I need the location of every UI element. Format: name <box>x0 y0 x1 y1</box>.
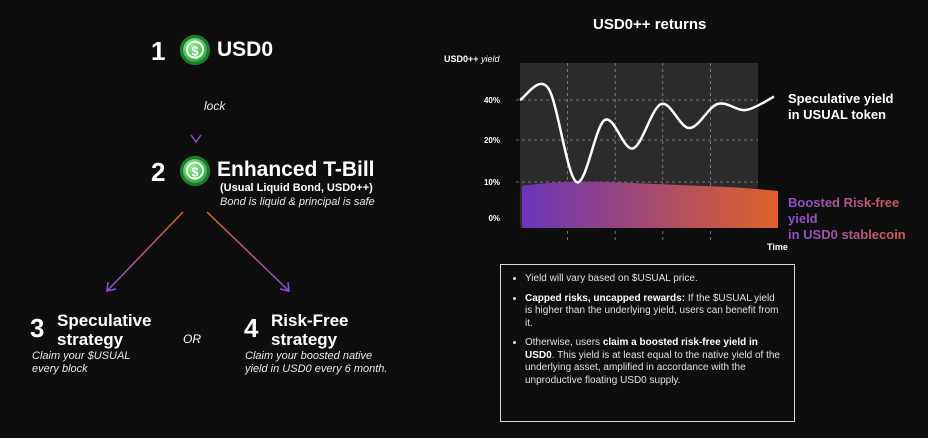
speculative-yield-line <box>519 82 775 184</box>
y-tick-label: 40% <box>484 96 500 105</box>
notes-box: Yield will vary based on $USUAL price. C… <box>500 264 795 422</box>
y-tick-label: 20% <box>484 136 500 145</box>
chart-title: USD0++ returns <box>593 16 707 33</box>
step1-number: 1 <box>151 36 166 66</box>
step2-number: 2 <box>151 157 166 187</box>
x-axis-label: Time <box>767 242 788 252</box>
lock-label: lock <box>204 99 226 113</box>
step3-desc: Claim your $USUAL every block <box>32 350 131 375</box>
risk-free-yield-area <box>522 181 778 228</box>
usd0-coin-icon: $ <box>180 35 210 65</box>
usd0pp-coin-icon: $ <box>180 156 210 186</box>
note-item-2: Capped risks, uncapped rewards: If the $… <box>525 293 782 331</box>
arrow-to-risk-free <box>206 211 290 292</box>
step3-title: Speculative strategy <box>57 311 152 349</box>
lock-arrow <box>190 80 202 144</box>
step4-number: 4 <box>244 313 259 343</box>
step2-title: Enhanced T-Bill <box>217 158 375 181</box>
speculative-series-label: Speculative yield in USUAL token <box>788 91 894 122</box>
y-axis-label: USD0++ yield <box>444 54 500 64</box>
arrow-to-speculative <box>106 211 184 292</box>
or-label: OR <box>183 332 201 346</box>
grid <box>516 63 758 240</box>
returns-chart: 40% 20% 10% 0% <box>484 63 778 240</box>
risk-free-series-label: Boosted Risk-free yield in USD0 stablecoi… <box>788 195 928 243</box>
step4-title: Risk-Free strategy <box>271 311 349 349</box>
step2-note: Bond is liquid & principal is safe <box>220 196 375 208</box>
note-item-3: Otherwise, users claim a boosted risk-fr… <box>525 337 782 387</box>
note-item-1: Yield will vary based on $USUAL price. <box>525 273 782 286</box>
step3-number: 3 <box>30 313 45 343</box>
y-tick-label: 10% <box>484 178 500 187</box>
step1-label: USD0 <box>217 38 274 61</box>
step4-desc: Claim your boosted native yield in USD0 e… <box>245 350 388 375</box>
step2-subtitle: (Usual Liquid Bond, USD0++) <box>220 182 373 194</box>
y-tick-label: 0% <box>488 214 500 223</box>
